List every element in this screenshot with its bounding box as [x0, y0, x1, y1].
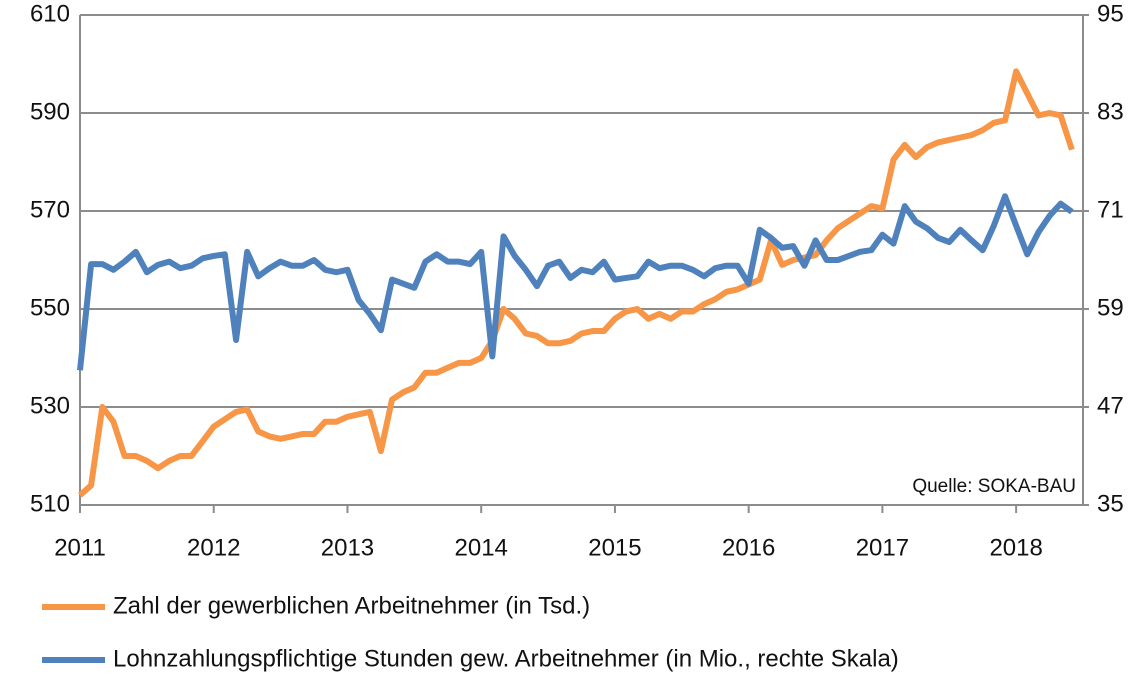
- y2-tick-label: 47: [1097, 392, 1124, 419]
- legend-label: Lohnzahlungspflichtige Stunden gew. Arbe…: [113, 645, 899, 672]
- y-tick-label: 550: [30, 294, 70, 321]
- y2-tick-label: 83: [1097, 98, 1124, 125]
- x-tick-label: 2013: [321, 534, 374, 561]
- x-tick-label: 2012: [187, 534, 240, 561]
- y2-tick-label: 35: [1097, 490, 1124, 517]
- x-tick-label: 2014: [455, 534, 508, 561]
- y-tick-label: 610: [30, 0, 70, 27]
- legend-label: Zahl der gewerblichen Arbeitnehmer (in T…: [113, 592, 590, 619]
- x-tick-label: 2018: [989, 534, 1042, 561]
- data-line: [77, 193, 1074, 371]
- y2-tick-label: 95: [1097, 0, 1124, 27]
- x-tick-label: 2017: [856, 534, 909, 561]
- x-tick-label: 2015: [588, 534, 641, 561]
- data-line: [78, 68, 1075, 498]
- x-tick-label: 2016: [722, 534, 775, 561]
- y-tick-label: 530: [30, 392, 70, 419]
- source-note: Quelle: SOKA-BAU: [912, 476, 1076, 497]
- x-tick-label: 2011: [54, 534, 106, 561]
- y-tick-label: 590: [30, 98, 70, 125]
- y-tick-label: 570: [30, 196, 70, 223]
- y2-tick-label: 71: [1097, 196, 1124, 223]
- y-tick-label: 510: [30, 490, 70, 517]
- y2-tick-label: 59: [1097, 294, 1124, 321]
